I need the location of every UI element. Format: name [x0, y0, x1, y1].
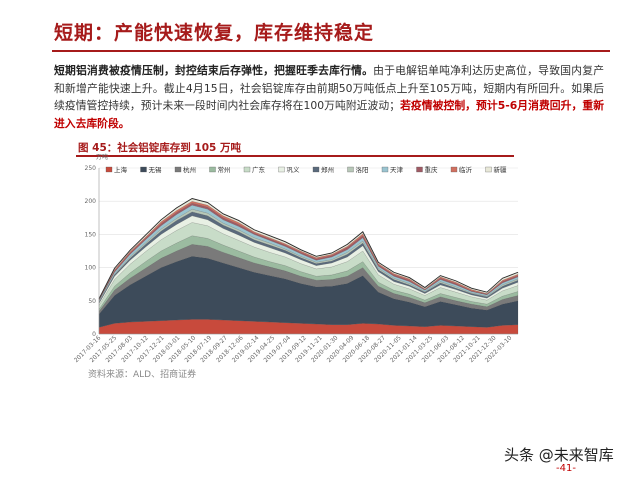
legend-swatch	[174, 166, 182, 173]
legend-label: 重庆	[425, 165, 439, 174]
figure-title: 图 45：社会铝锭库存到 105 万吨	[78, 142, 241, 154]
y-tick-label: 100	[85, 265, 97, 272]
legend-label: 洛阳	[356, 165, 369, 174]
summary-paragraph: 短期铝消费被疫情压制，封控结束后存弹性，把握旺季去库行情。由于电解铝单吨净利达历…	[54, 62, 604, 132]
legend-label: 临沂	[459, 165, 473, 174]
legend-swatch	[105, 166, 113, 173]
para-bold-lead: 短期铝消费被疫情压制，封控结束后存弹性，把握旺季去库行情。	[54, 64, 374, 77]
legend-swatch	[243, 166, 251, 173]
chart-areas	[98, 198, 519, 335]
legend-swatch	[485, 166, 492, 173]
legend-label: 广东	[252, 165, 266, 174]
x-axis: 2017-03-162017-05-252017-08-032017-10-12…	[74, 333, 518, 364]
inventory-chart: 0 50 100 150 200 250 2017-03-162017-05-252017…	[74, 153, 519, 364]
legend-label: 天津	[390, 166, 404, 174]
legend-swatch	[278, 166, 285, 173]
y-tick-label: 50	[88, 298, 96, 305]
legend-swatch	[209, 166, 216, 173]
total-outline	[98, 198, 519, 300]
legend-label: 无锡	[149, 165, 163, 174]
legend-swatch	[312, 166, 320, 173]
legend-label: 常州	[218, 165, 231, 174]
figure-divider	[76, 155, 514, 157]
page-title: 短期：产能快速恢复，库存维持稳定	[54, 22, 375, 44]
legend-swatch	[140, 166, 147, 173]
legend-label: 上海	[114, 165, 128, 174]
y-tick-label: 200	[85, 198, 97, 205]
source-note: 资料来源：ALD、招商证券	[88, 370, 197, 380]
chart-legend: 上海 无锡 杭州 常州 广东 巩义 郑州 洛阳 天津 重庆 临沂 新疆	[105, 165, 508, 174]
legend-swatch	[416, 166, 423, 173]
legend-label: 杭州	[183, 165, 196, 174]
legend-label: 郑州	[321, 166, 334, 174]
legend-label: 新疆	[494, 165, 508, 174]
y-axis: 0 50 100 150 200 250	[85, 165, 100, 338]
y-tick-label: 250	[85, 165, 97, 172]
y-tick-label: 150	[85, 231, 97, 238]
watermark: 头条 @未来智库	[504, 446, 614, 464]
y-axis-unit: 万吨	[96, 153, 108, 161]
legend-label: 巩义	[287, 166, 301, 174]
page-number: -41-	[556, 463, 576, 474]
legend-swatch	[347, 166, 354, 173]
legend-swatch	[381, 166, 389, 173]
y-tick-label: 0	[92, 331, 96, 338]
legend-swatch	[450, 166, 458, 173]
para-red-conclusion: 若疫情被控制，预计5-6月消费回升，重新进入去库阶段。	[54, 99, 604, 130]
title-divider	[52, 50, 610, 52]
para-body: 由于电解铝单吨净利达历史高位，导致国内复产和新增产能快速上升。截止4月15日，社…	[54, 64, 605, 112]
